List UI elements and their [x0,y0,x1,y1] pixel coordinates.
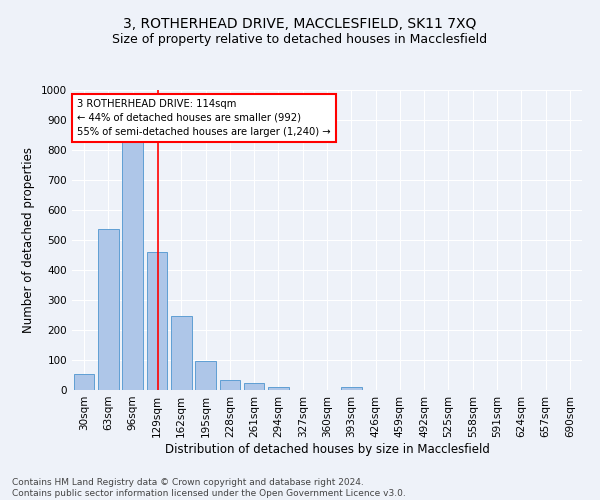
Bar [122,141,143,390]
X-axis label: Distribution of detached houses by size in Macclesfield: Distribution of detached houses by size … [164,442,490,456]
Bar [171,316,191,390]
Bar [268,386,289,390]
Text: Size of property relative to detached houses in Macclesfield: Size of property relative to detached ho… [112,32,488,46]
Text: 3 ROTHERHEAD DRIVE: 114sqm
← 44% of detached houses are smaller (992)
55% of sem: 3 ROTHERHEAD DRIVE: 114sqm ← 44% of deta… [77,99,331,137]
Bar [195,360,216,390]
Bar [244,383,265,390]
Text: Contains HM Land Registry data © Crown copyright and database right 2024.
Contai: Contains HM Land Registry data © Crown c… [12,478,406,498]
Bar [74,374,94,390]
Y-axis label: Number of detached properties: Number of detached properties [22,147,35,333]
Text: 3, ROTHERHEAD DRIVE, MACCLESFIELD, SK11 7XQ: 3, ROTHERHEAD DRIVE, MACCLESFIELD, SK11 … [124,18,476,32]
Bar [220,380,240,390]
Bar [341,387,362,390]
Bar [98,229,119,390]
Bar [146,252,167,390]
